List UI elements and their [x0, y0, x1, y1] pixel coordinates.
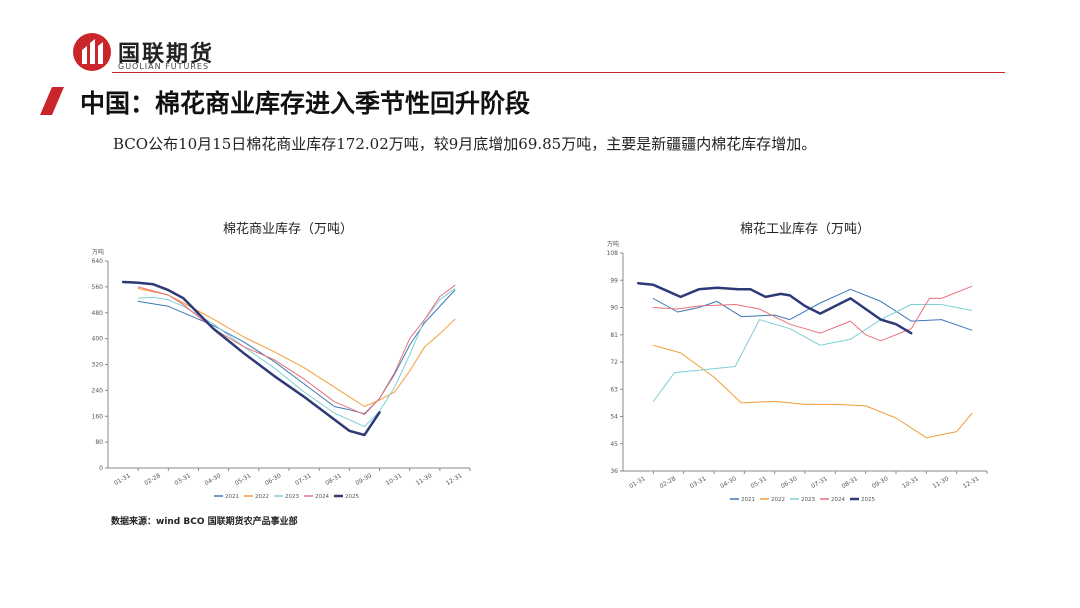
series-line-2021	[652, 288, 973, 331]
x-tick-label: 10-31	[901, 475, 920, 490]
x-tick-label: 06-30	[264, 472, 283, 487]
legend-item-2021: 2021	[730, 497, 755, 503]
series-line-2025	[636, 282, 913, 335]
x-tick-label: 02-28	[658, 475, 677, 490]
legend-item-2023: 2023	[274, 494, 299, 500]
legend-label: 2023	[801, 497, 815, 503]
legend-label: 2025	[861, 497, 875, 503]
legend-item-2025: 2025	[850, 497, 875, 503]
legend-item-2022: 2022	[244, 494, 269, 500]
x-tick-label: 08-31	[324, 472, 343, 487]
x-tick-label: 05-31	[234, 472, 253, 487]
x-tick-label: 05-31	[749, 475, 768, 490]
series-line-2022	[652, 344, 973, 439]
data-source-note: 数据来源：wind BCO 国联期货农产品事业部	[111, 517, 298, 527]
page-subtitle: BCO公布10月15日棉花商业库存172.02万吨，较9月底增加69.85万吨，…	[113, 135, 817, 153]
series-line-2021	[137, 289, 456, 415]
legend-item-2024: 2024	[304, 494, 329, 500]
y-tick-label: 90	[610, 305, 618, 312]
y-tick-label: 108	[607, 250, 619, 257]
x-tick-label: 12-31	[962, 475, 981, 490]
chart-1-title: 棉花商业库存（万吨）	[223, 222, 354, 237]
brand-name: 国联期货	[118, 42, 215, 67]
y-tick-label: 72	[610, 359, 618, 366]
chart-2-title: 棉花工业库存（万吨）	[740, 222, 871, 237]
y-tick-label: 160	[92, 413, 104, 420]
legend-label: 2024	[315, 494, 329, 500]
series-line-2023	[137, 288, 456, 428]
y-tick-label: 45	[610, 441, 618, 448]
x-tick-label: 07-31	[810, 475, 829, 490]
legend-label: 2021	[225, 494, 239, 500]
header-divider	[112, 72, 1005, 73]
y-tick-label: 640	[92, 258, 104, 265]
x-tick-label: 10-31	[385, 472, 404, 487]
x-tick-label: 07-31	[294, 472, 313, 487]
industrial-inventory-chart: 万吨 36 45 54 63 72 81 90 99 108 01-31 02-28 03-31 04-3…	[607, 240, 988, 503]
legend-item-2024: 2024	[820, 497, 845, 503]
legend-label: 2022	[255, 494, 269, 500]
legend-item-2025: 2025	[334, 494, 359, 500]
series-line-2024	[137, 284, 456, 416]
x-tick-label: 09-30	[354, 472, 373, 487]
y-tick-label: 400	[92, 336, 104, 343]
y-tick-label: 0	[99, 465, 103, 472]
y-tick-label: 99	[610, 277, 618, 284]
y-tick-label: 36	[610, 468, 618, 475]
x-tick-label: 04-30	[719, 475, 738, 490]
x-tick-label: 11-30	[931, 475, 950, 490]
legend-label: 2021	[741, 497, 755, 503]
legend-label: 2022	[771, 497, 785, 503]
series-line-2023	[652, 304, 973, 402]
y-unit-label: 万吨	[92, 248, 104, 256]
y-tick-label: 240	[92, 387, 104, 394]
y-tick-label: 54	[610, 414, 618, 421]
y-tick-label: 80	[95, 439, 103, 446]
y-tick-label: 63	[610, 386, 618, 393]
legend-item-2021: 2021	[214, 494, 239, 500]
x-tick-label: 03-31	[173, 472, 192, 487]
legend-label: 2023	[285, 494, 299, 500]
x-tick-label: 01-31	[628, 475, 647, 490]
series-line-2025	[121, 280, 381, 437]
x-tick-label: 04-30	[204, 472, 223, 487]
series-line-2024	[652, 285, 973, 342]
x-tick-label: 11-30	[415, 472, 434, 487]
x-tick-label: 03-31	[689, 475, 708, 490]
legend-item-2022: 2022	[760, 497, 785, 503]
y-tick-label: 81	[610, 332, 618, 339]
y-unit-label: 万吨	[607, 240, 619, 248]
x-tick-label: 02-28	[143, 472, 162, 487]
x-tick-label: 08-31	[840, 475, 859, 490]
legend-item-2023: 2023	[790, 497, 815, 503]
x-tick-label: 06-30	[780, 475, 799, 490]
y-tick-label: 560	[92, 284, 104, 291]
title-accent-icon	[40, 87, 64, 115]
page-title: 中国：棉花商业库存进入季节性回升阶段	[80, 89, 531, 118]
guolian-logo-icon	[73, 33, 111, 71]
commercial-inventory-chart: 万吨 0 80 160 240 320 400 480 560 640 01-31 02-28 03-3…	[92, 248, 471, 500]
x-tick-label: 01-31	[113, 472, 132, 487]
brand-name-en: GUOLIAN FUTURES	[118, 62, 210, 71]
y-tick-label: 320	[92, 362, 104, 369]
x-tick-label: 09-30	[871, 475, 890, 490]
legend-label: 2025	[345, 494, 359, 500]
y-tick-label: 480	[92, 310, 104, 317]
legend-label: 2024	[831, 497, 845, 503]
x-tick-label: 12-31	[445, 472, 464, 487]
